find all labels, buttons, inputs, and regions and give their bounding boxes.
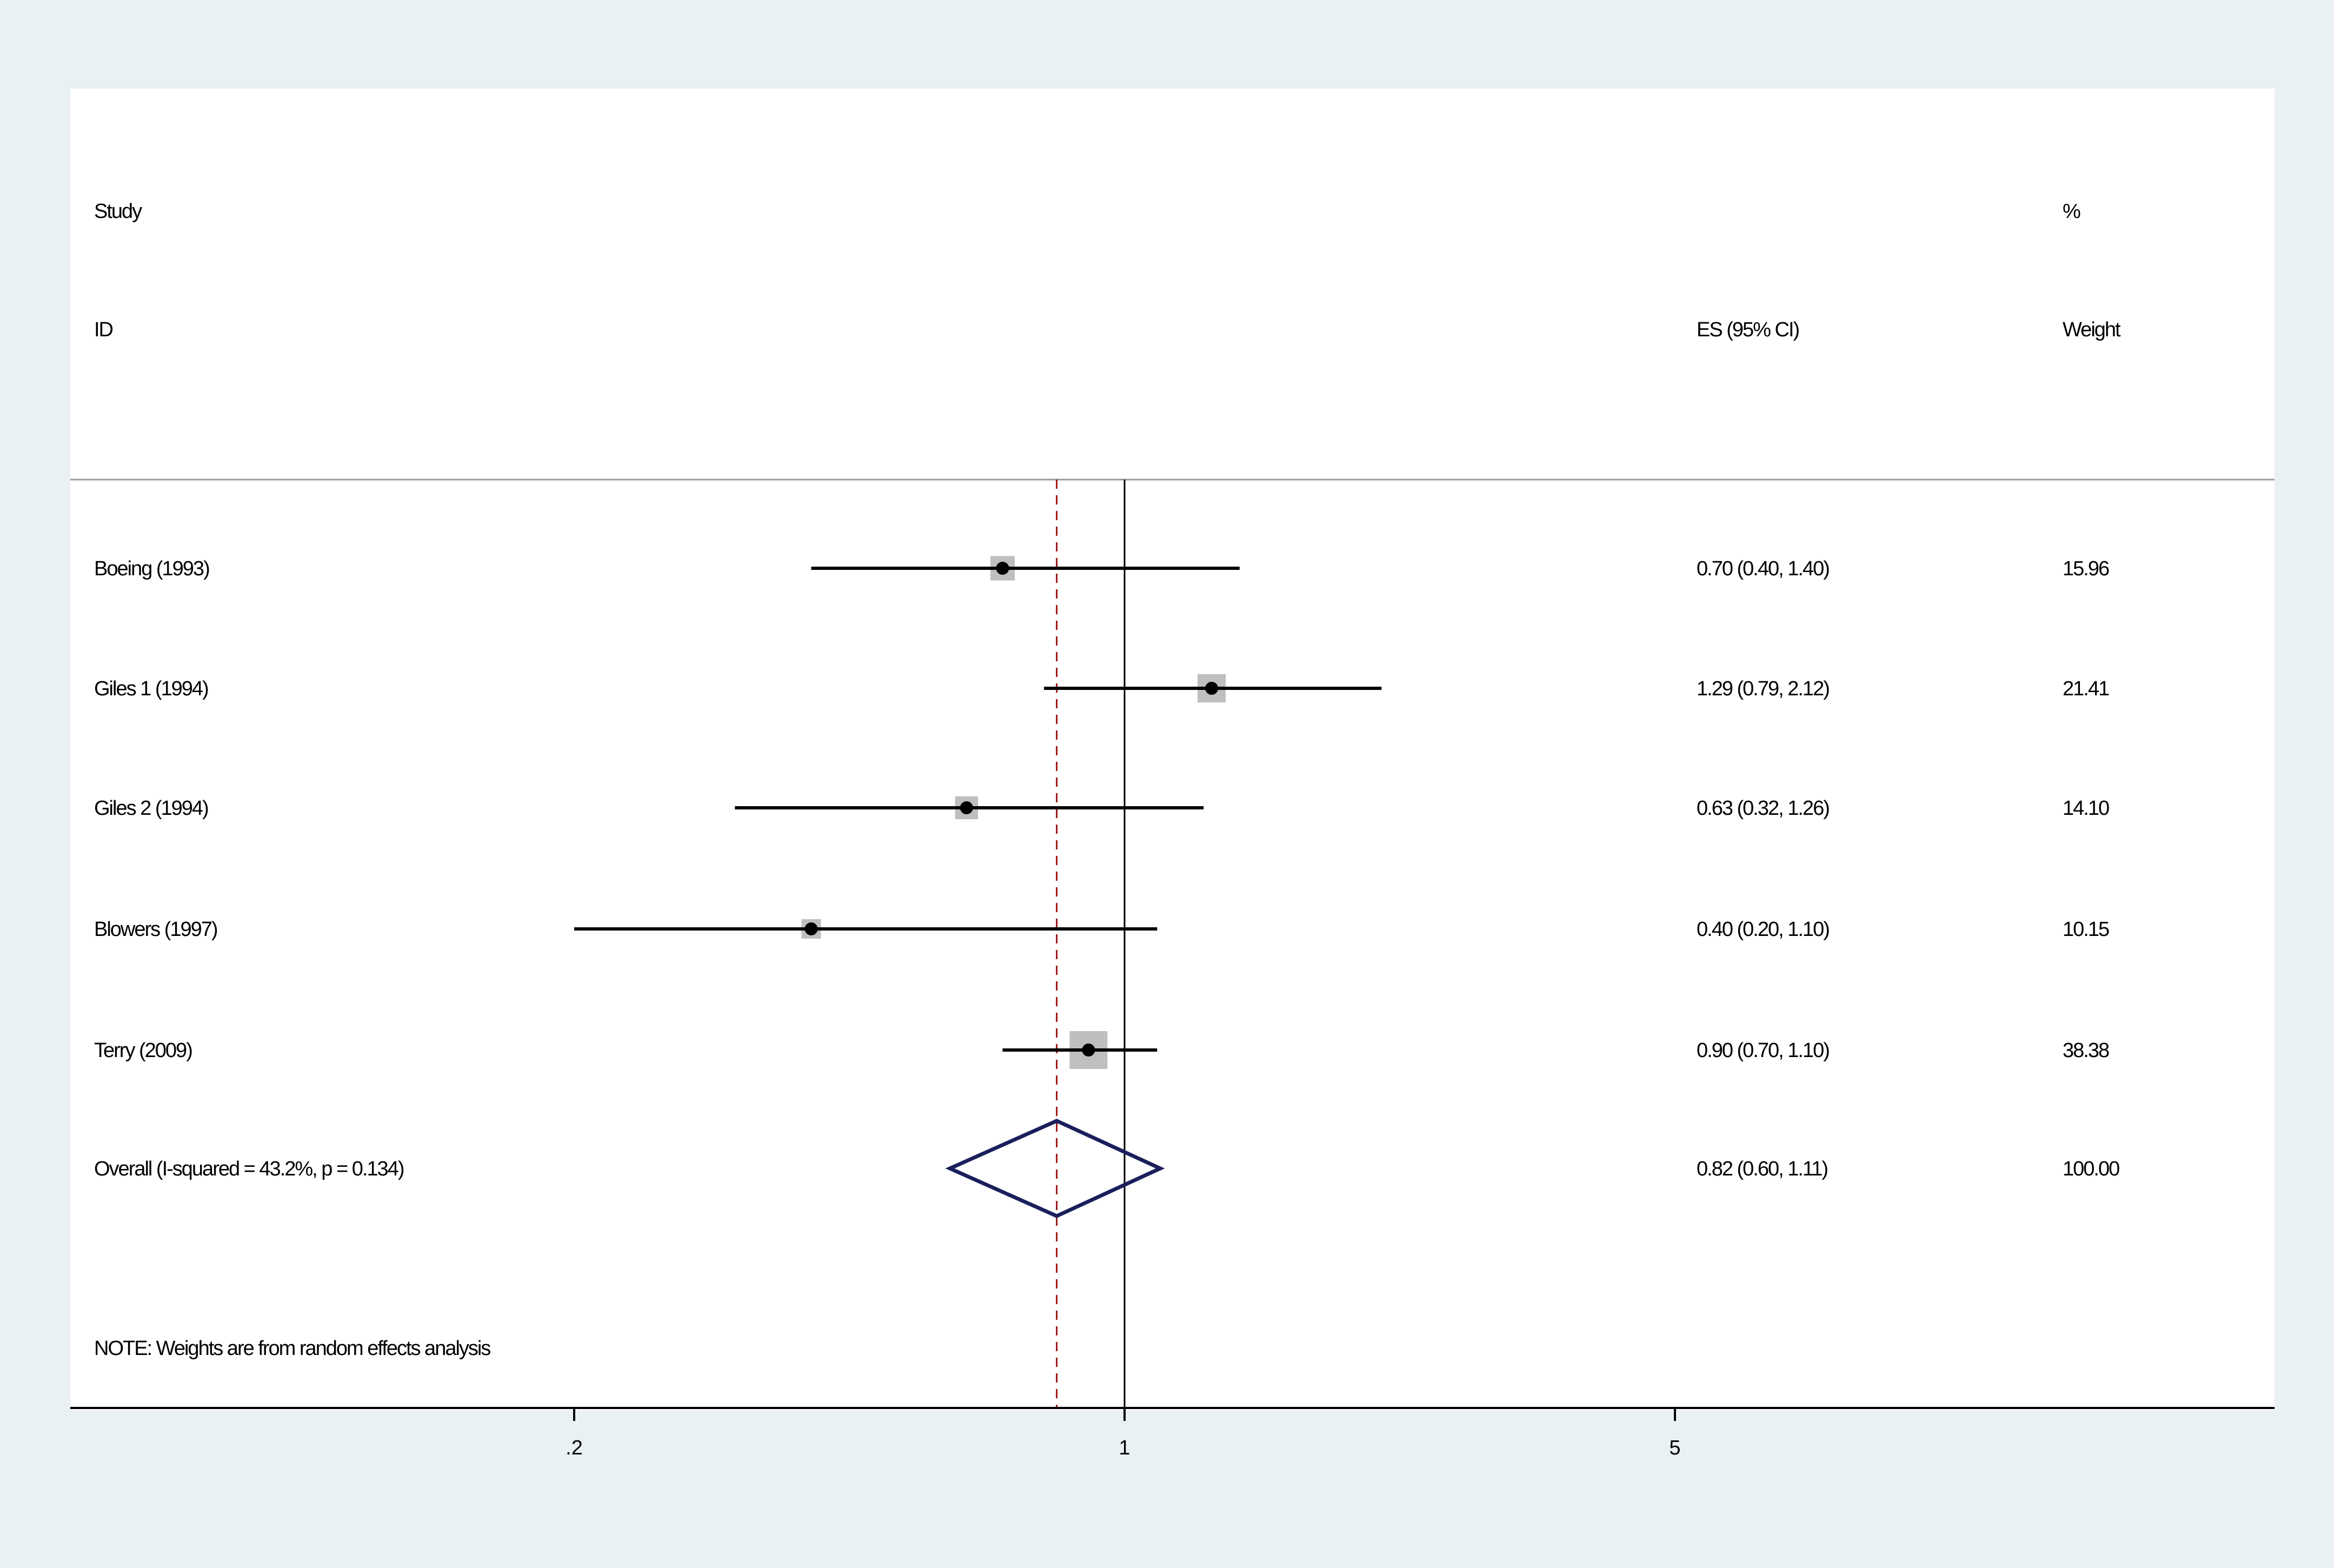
- es-ci-value: 1.29 (0.79, 2.12): [1697, 677, 1829, 700]
- header-weight: Weight: [2063, 318, 2121, 341]
- point-estimate: [960, 801, 973, 814]
- study-label: Giles 1 (1994): [94, 677, 208, 700]
- footnote: NOTE: Weights are from random effects an…: [94, 1337, 490, 1360]
- study-label: Boeing (1993): [94, 557, 209, 580]
- point-estimate: [804, 922, 818, 935]
- overall-es-ci-value: 0.82 (0.60, 1.11): [1697, 1158, 1827, 1180]
- overall-weight-value: 100.00: [2063, 1158, 2119, 1180]
- weight-value: 10.15: [2063, 918, 2109, 941]
- overall-diamond: [945, 1119, 1165, 1218]
- header-id: ID: [94, 318, 113, 341]
- header-study: Study: [94, 200, 142, 223]
- es-ci-value: 0.90 (0.70, 1.10): [1697, 1039, 1829, 1062]
- weight-value: 14.10: [2063, 797, 2109, 820]
- overall-label: Overall (I-squared = 43.2%, p = 0.134): [94, 1158, 404, 1180]
- study-label: Blowers (1997): [94, 918, 217, 941]
- weight-value: 15.96: [2063, 557, 2109, 580]
- weight-value: 21.41: [2063, 677, 2109, 700]
- point-estimate: [1205, 682, 1219, 695]
- weight-value: 38.38: [2063, 1039, 2109, 1062]
- es-ci-value: 0.63 (0.32, 1.26): [1697, 797, 1829, 820]
- es-ci-value: 0.40 (0.20, 1.10): [1697, 918, 1829, 941]
- point-estimate: [1082, 1044, 1095, 1057]
- study-label: Terry (2009): [94, 1039, 192, 1062]
- es-ci-value: 0.70 (0.40, 1.40): [1697, 557, 1829, 580]
- point-estimate: [996, 562, 1009, 575]
- study-label: Giles 2 (1994): [94, 797, 208, 820]
- x-tick-label: 5: [1669, 1437, 1680, 1459]
- x-tick-label: 1: [1119, 1437, 1130, 1459]
- header-percent: %: [2063, 200, 2080, 223]
- plot-panel: [70, 89, 2275, 1410]
- header-es-ci: ES (95% CI): [1697, 318, 1799, 341]
- x-tick-label: .2: [566, 1437, 583, 1459]
